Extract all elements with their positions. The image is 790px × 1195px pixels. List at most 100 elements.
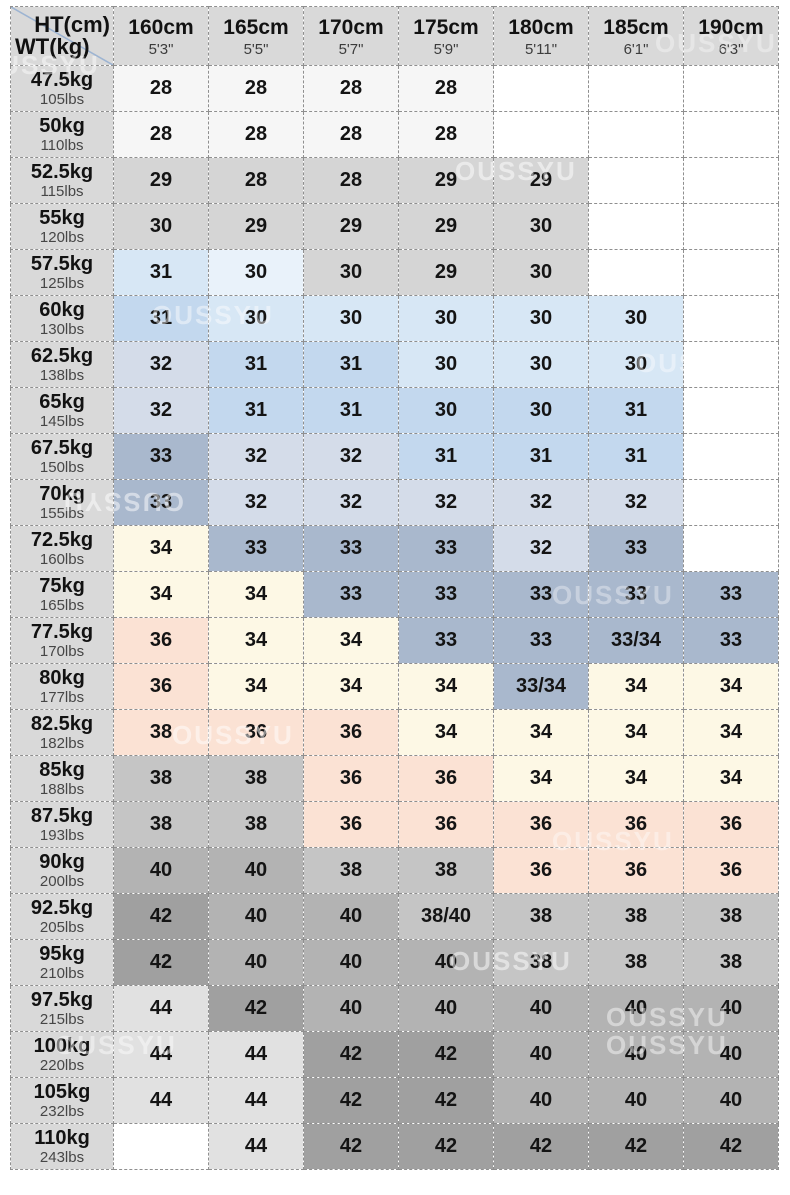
size-cell: 31	[113, 295, 209, 342]
weight-row-label: 75kg 165lbs	[10, 571, 114, 618]
size-cell: 34	[588, 709, 684, 756]
empty-cell	[683, 111, 779, 158]
size-cell: 44	[113, 985, 209, 1032]
empty-cell	[493, 111, 589, 158]
size-cell: 38	[113, 755, 209, 802]
size-cell: 30	[398, 341, 494, 388]
size-cell: 34	[208, 617, 304, 664]
weight-row-label: 52.5kg 115lbs	[10, 157, 114, 204]
size-cell: 40	[303, 939, 399, 986]
weight-lbs-label: 145lbs	[39, 412, 85, 430]
size-cell: 40	[208, 893, 304, 940]
height-ft-label: 6'3"	[718, 41, 744, 59]
size-cell: 30	[303, 295, 399, 342]
table-row: 75kg 165lbs 34 34 33 33 33 33 33	[10, 571, 779, 618]
weight-lbs-label: 210lbs	[39, 964, 85, 982]
size-cell: 42	[588, 1123, 684, 1170]
size-cell: 30	[588, 295, 684, 342]
size-cell: 38/40	[398, 893, 494, 940]
weight-kg-label: 90kg	[39, 850, 85, 873]
size-cell: 40	[493, 1031, 589, 1078]
weight-kg-label: 67.5kg	[30, 436, 94, 459]
size-cell: 33	[588, 571, 684, 618]
size-cell: 28	[398, 111, 494, 158]
size-cell: 32	[493, 479, 589, 526]
weight-row-label: 65kg 145lbs	[10, 387, 114, 434]
empty-cell	[588, 111, 684, 158]
weight-kg-label: 77.5kg	[30, 620, 94, 643]
size-cell: 40	[208, 939, 304, 986]
size-cell: 42	[398, 1077, 494, 1124]
table-row: 52.5kg 115lbs 29 28 28 29 29	[10, 157, 779, 204]
weight-kg-label: 75kg	[39, 574, 85, 597]
size-cell: 32	[208, 433, 304, 480]
size-cell: 33	[683, 617, 779, 664]
size-cell: 34	[493, 755, 589, 802]
size-cell: 40	[588, 985, 684, 1032]
size-cell: 33	[683, 571, 779, 618]
weight-row-label: 80kg 177lbs	[10, 663, 114, 710]
column-header: 175cm 5'9"	[398, 6, 494, 66]
size-cell: 34	[588, 663, 684, 710]
empty-cell	[493, 65, 589, 112]
table-row: 97.5kg 215lbs 44 42 40 40 40 40 40	[10, 985, 779, 1032]
size-cell: 31	[493, 433, 589, 480]
height-cm-label: 175cm	[413, 15, 479, 39]
size-cell: 30	[588, 341, 684, 388]
size-cell: 36	[303, 801, 399, 848]
table-row: 90kg 200lbs 40 40 38 38 36 36 36	[10, 847, 779, 894]
table-row: 92.5kg 205lbs 42 40 40 38/40 38 38 38	[10, 893, 779, 940]
table-row: 60kg 130lbs 31 30 30 30 30 30	[10, 295, 779, 342]
size-cell: 29	[398, 157, 494, 204]
size-cell: 34	[113, 525, 209, 572]
weight-row-label: 87.5kg 193lbs	[10, 801, 114, 848]
weight-row-label: 50kg 110lbs	[10, 111, 114, 158]
size-cell: 42	[303, 1123, 399, 1170]
size-cell: 34	[588, 755, 684, 802]
size-cell: 34	[683, 709, 779, 756]
weight-lbs-label: 125lbs	[39, 274, 85, 292]
size-cell: 38	[398, 847, 494, 894]
size-cell: 36	[493, 847, 589, 894]
size-cell: 38	[303, 847, 399, 894]
size-cell: 34	[113, 571, 209, 618]
weight-kg-label: 52.5kg	[30, 160, 94, 183]
height-cm-label: 185cm	[603, 15, 669, 39]
table-row: 55kg 120lbs 30 29 29 29 30	[10, 203, 779, 250]
table-row: 50kg 110lbs 28 28 28 28	[10, 111, 779, 158]
empty-cell	[683, 433, 779, 480]
size-cell: 40	[683, 1077, 779, 1124]
weight-row-label: 67.5kg 150lbs	[10, 433, 114, 480]
empty-cell	[113, 1123, 209, 1170]
weight-lbs-label: 155lbs	[39, 504, 85, 522]
weight-row-label: 97.5kg 215lbs	[10, 985, 114, 1032]
size-cell: 34	[303, 617, 399, 664]
size-cell: 33	[113, 479, 209, 526]
size-cell: 34	[683, 755, 779, 802]
size-cell: 36	[303, 755, 399, 802]
size-cell: 36	[683, 801, 779, 848]
size-cell: 31	[588, 387, 684, 434]
size-cell: 28	[303, 157, 399, 204]
height-ft-label: 5'7"	[338, 41, 364, 59]
size-cell: 42	[398, 1123, 494, 1170]
diagonal-line-icon	[11, 7, 113, 65]
size-cell: 36	[493, 801, 589, 848]
weight-row-label: 62.5kg 138lbs	[10, 341, 114, 388]
height-ft-label: 5'5"	[243, 41, 269, 59]
size-cell: 36	[683, 847, 779, 894]
size-cell: 42	[113, 893, 209, 940]
size-cell: 40	[398, 939, 494, 986]
empty-cell	[683, 525, 779, 572]
size-cell: 36	[588, 801, 684, 848]
size-cell: 42	[303, 1077, 399, 1124]
size-cell: 40	[588, 1077, 684, 1124]
size-cell: 42	[398, 1031, 494, 1078]
table-row: 105kg 232lbs 44 44 42 42 40 40 40	[10, 1077, 779, 1124]
size-cell: 31	[208, 341, 304, 388]
weight-kg-label: 92.5kg	[30, 896, 94, 919]
weight-lbs-label: 200lbs	[39, 872, 85, 890]
size-cell: 40	[398, 985, 494, 1032]
size-cell: 32	[113, 387, 209, 434]
